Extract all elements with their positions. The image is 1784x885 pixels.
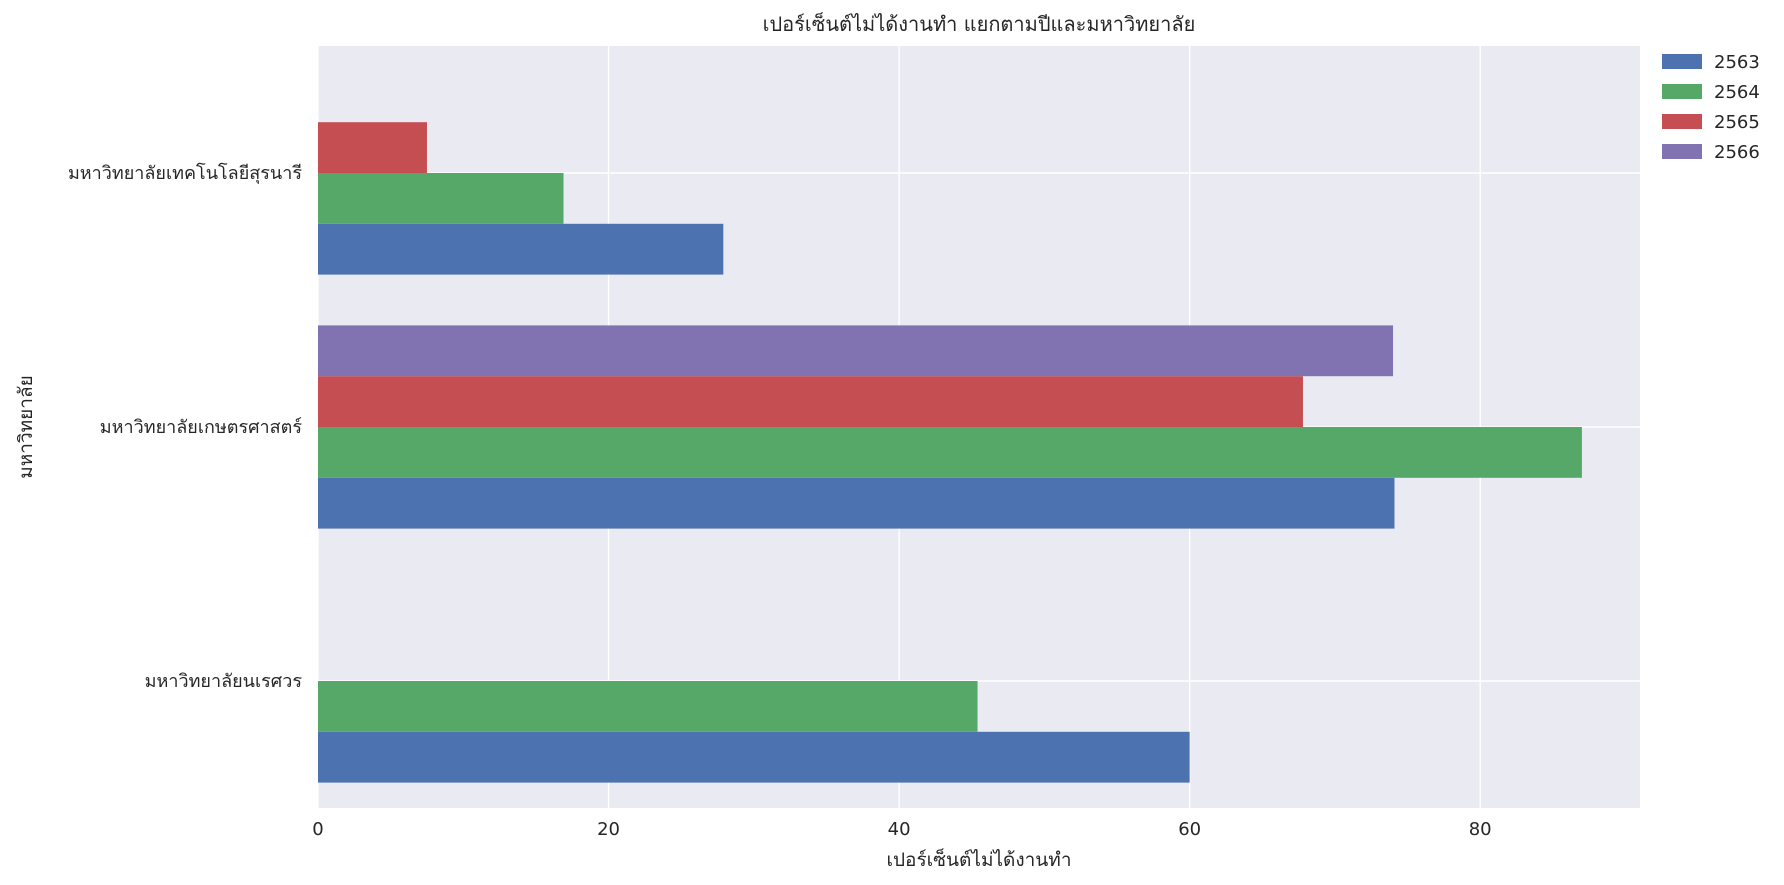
x-tick-label: 80: [1469, 819, 1492, 840]
legend-label-2566: 2566: [1714, 142, 1760, 163]
legend-swatch-2563: [1662, 54, 1702, 69]
y-tick-label: มหาวิทยาลัยเทคโนโลยีสุรนารี: [68, 162, 302, 184]
bars: [318, 122, 1582, 783]
bar-2565: [318, 122, 427, 173]
bar-2565: [318, 376, 1303, 427]
legend-swatch-2565: [1662, 114, 1702, 129]
y-axis-label: มหาวิทยาลัย: [15, 375, 37, 479]
legend-label-2564: 2564: [1714, 82, 1760, 103]
legend-swatch-2566: [1662, 144, 1702, 159]
legend-label-2563: 2563: [1714, 52, 1760, 73]
x-tick-labels: 0 20 40 60 80: [312, 819, 1491, 840]
legend: 2563 2564 2565 2566: [1662, 52, 1760, 163]
x-tick-label: 0: [312, 819, 323, 840]
chart-title: เปอร์เซ็นต์ไม่ได้งานทำ แยกตามปีและมหาวิท…: [763, 11, 1196, 36]
x-tick-label: 40: [888, 819, 911, 840]
bar-2564: [318, 427, 1582, 478]
x-tick-label: 20: [597, 819, 620, 840]
bar-2563: [318, 731, 1190, 783]
bar-2564: [318, 173, 564, 224]
bar-2564: [318, 681, 978, 732]
y-tick-labels: มหาวิทยาลัยนเรศวร มหาวิทยาลัยเกษตรศาสตร์ ม…: [68, 162, 302, 692]
x-tick-label: 60: [1178, 819, 1201, 840]
y-tick-label: มหาวิทยาลัยเกษตรศาสตร์: [100, 417, 303, 438]
bar-2563: [318, 477, 1395, 529]
x-axis-label: เปอร์เซ็นต์ไม่ได้งานทำ: [887, 847, 1072, 871]
legend-label-2565: 2565: [1714, 112, 1760, 133]
bar-2566: [318, 325, 1394, 377]
legend-swatch-2564: [1662, 84, 1702, 99]
bar-2563: [318, 223, 724, 275]
y-tick-label: มหาวิทยาลัยนเรศวร: [145, 671, 303, 692]
